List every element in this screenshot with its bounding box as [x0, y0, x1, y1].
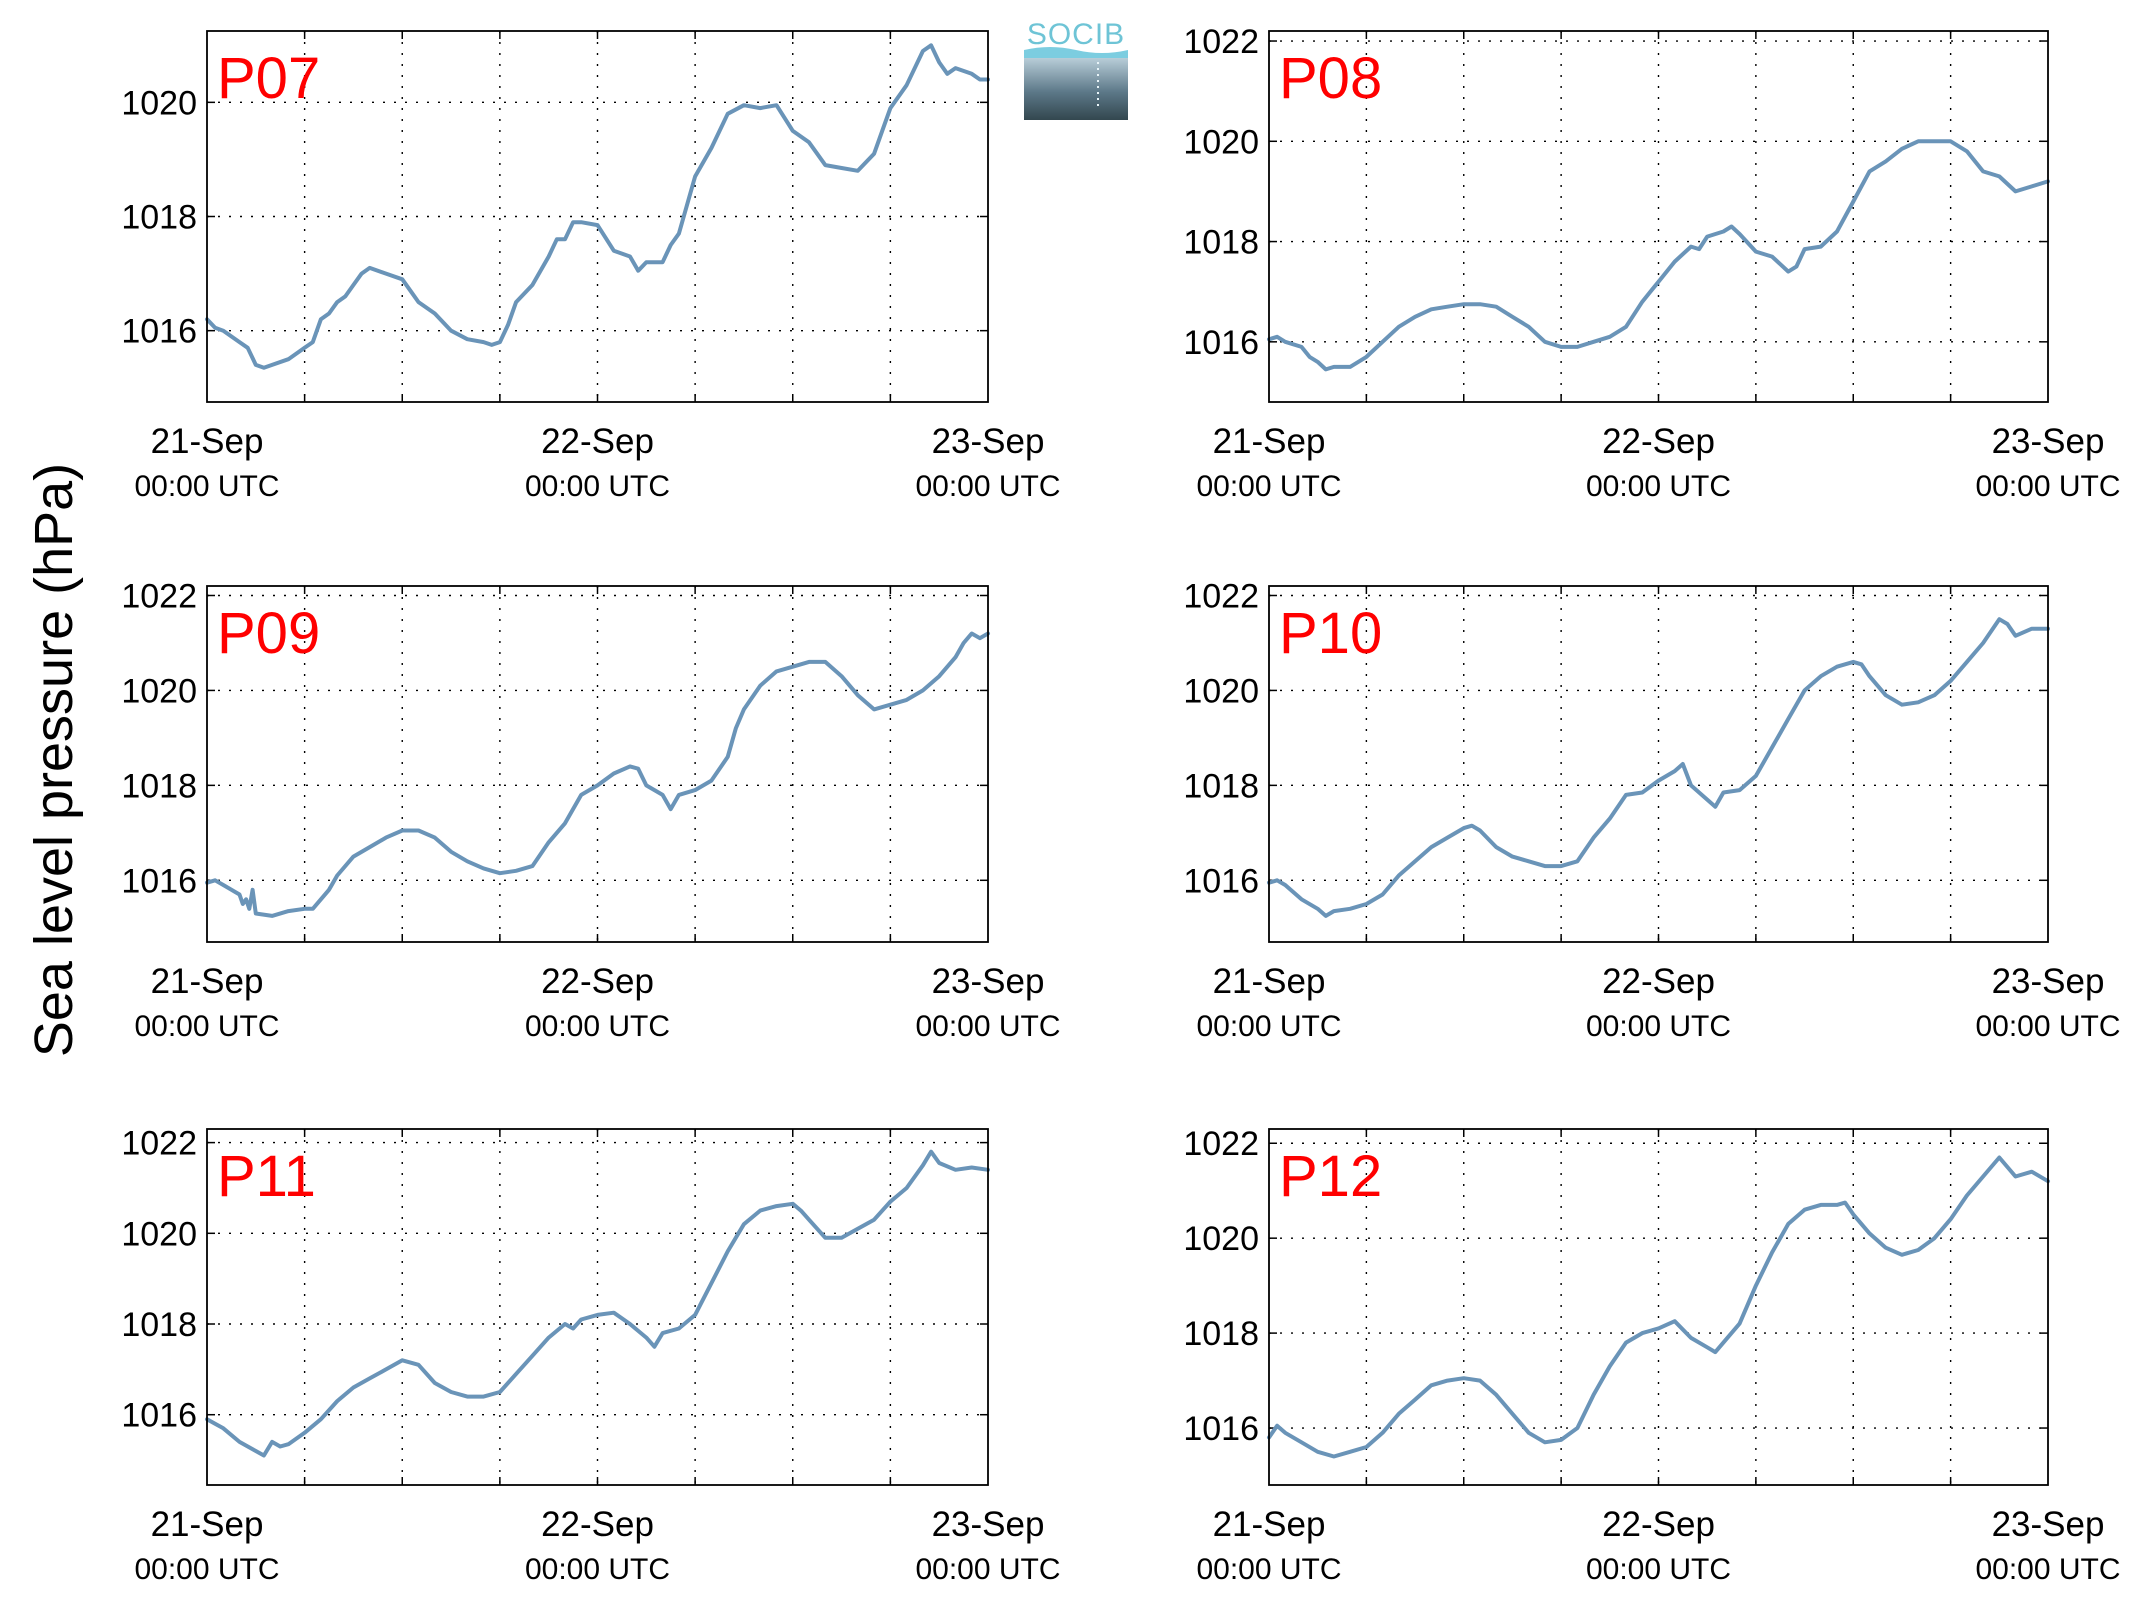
y-tick-label: 1018 — [1183, 1315, 1259, 1353]
x-tick-label-time: 00:00 UTC — [1586, 1010, 1731, 1043]
y-tick-label: 1020 — [1183, 123, 1259, 161]
panel-p12: 1016 1018 1020 1022 21-Sep 00:00 UTC 22-Sep 00:… — [1183, 1125, 2120, 1586]
y-tick-label: 1022 — [121, 1125, 197, 1163]
x-tick-label-time: 00:00 UTC — [1975, 470, 2120, 503]
x-tick-label-time: 00:00 UTC — [1196, 1553, 1341, 1586]
x-tick-label-time: 00:00 UTC — [1975, 1553, 2120, 1586]
y-tick-label: 1020 — [121, 84, 197, 122]
x-tick-label-date: 21-Sep — [1213, 422, 1326, 461]
y-tick-label: 1016 — [121, 1397, 197, 1435]
x-tick-label-date: 21-Sep — [151, 1505, 264, 1544]
socib-logo: SOCIB — [1024, 18, 1128, 120]
axes-frame — [1268, 1128, 2049, 1486]
y-tick-label: 1018 — [1183, 224, 1259, 262]
y-tick-label: 1018 — [121, 1306, 197, 1344]
series-line — [1267, 139, 2050, 372]
x-tick-label-date: 23-Sep — [932, 962, 1045, 1001]
x-tick-label-date: 22-Sep — [1602, 1505, 1715, 1544]
x-tick-label-time: 00:00 UTC — [1975, 1010, 2120, 1043]
x-tick-label-time: 00:00 UTC — [1586, 1553, 1731, 1586]
x-tick-label-time: 00:00 UTC — [525, 470, 670, 503]
x-tick-label-date: 23-Sep — [932, 1505, 1045, 1544]
x-tick-label-time: 00:00 UTC — [1196, 1010, 1341, 1043]
series-line — [1267, 617, 2050, 918]
panel-label: P10 — [1279, 601, 1382, 666]
x-tick-label-time: 00:00 UTC — [915, 470, 1060, 503]
x-tick-label-date: 23-Sep — [1992, 1505, 2105, 1544]
panel-label: P12 — [1279, 1144, 1382, 1209]
axes-frame — [206, 585, 989, 943]
panel-p11: 1016 1018 1020 1022 21-Sep 00:00 UTC 22-Sep 00:… — [121, 1125, 1060, 1586]
axes-frame — [1268, 585, 2049, 943]
x-tick-label-time: 00:00 UTC — [915, 1553, 1060, 1586]
panel-label: P11 — [217, 1144, 316, 1209]
series-line — [205, 631, 990, 918]
panel-p08: 1016 1018 1020 1022 21-Sep 00:00 UTC 22-Sep 00:… — [1183, 23, 2120, 503]
x-tick-label-date: 21-Sep — [151, 422, 264, 461]
y-tick-label: 1016 — [1183, 1410, 1259, 1448]
y-axis-label: Sea level pressure (hPa) — [24, 463, 84, 1057]
x-tick-label-date: 23-Sep — [1992, 962, 2105, 1001]
x-tick-label-time: 00:00 UTC — [134, 1010, 279, 1043]
x-tick-label-date: 22-Sep — [541, 1505, 654, 1544]
x-tick-label-time: 00:00 UTC — [525, 1010, 670, 1043]
y-tick-label: 1016 — [1183, 324, 1259, 362]
x-tick-label-date: 21-Sep — [1213, 1505, 1326, 1544]
panel-label: P09 — [217, 601, 320, 666]
x-tick-label-date: 22-Sep — [541, 422, 654, 461]
socib-logo-block — [1024, 58, 1128, 120]
y-tick-label: 1020 — [121, 672, 197, 710]
y-tick-label: 1016 — [121, 313, 197, 351]
x-tick-label-time: 00:00 UTC — [915, 1010, 1060, 1043]
x-tick-label-time: 00:00 UTC — [134, 1553, 279, 1586]
y-tick-label: 1022 — [1183, 23, 1259, 61]
axes-frame — [1268, 30, 2049, 403]
panel-p10: 1016 1018 1020 1022 21-Sep 00:00 UTC 22-Sep 00:… — [1183, 577, 2120, 1043]
y-tick-label: 1016 — [121, 862, 197, 900]
panel-label: P08 — [1279, 46, 1382, 111]
y-tick-label: 1022 — [1183, 1125, 1259, 1163]
x-tick-label-time: 00:00 UTC — [134, 470, 279, 503]
panel-p07: 1016 1018 1020 21-Sep 00:00 UTC 22-Sep 00:00 U… — [121, 30, 1061, 503]
x-tick-label-time: 00:00 UTC — [525, 1553, 670, 1586]
y-tick-label: 1022 — [121, 577, 197, 615]
axes-frame — [206, 1128, 989, 1486]
x-tick-label-date: 21-Sep — [151, 962, 264, 1001]
x-tick-label-date: 21-Sep — [1213, 962, 1326, 1001]
socib-logo-text: SOCIB — [1027, 18, 1125, 51]
x-tick-label-time: 00:00 UTC — [1196, 470, 1341, 503]
y-tick-label: 1020 — [121, 1215, 197, 1253]
y-tick-label: 1020 — [1183, 672, 1259, 710]
x-tick-label-date: 22-Sep — [1602, 422, 1715, 461]
y-tick-label: 1018 — [121, 767, 197, 805]
y-tick-label: 1018 — [1183, 767, 1259, 805]
series-line — [205, 43, 990, 370]
panel-label: P07 — [217, 46, 320, 111]
panel-p09: 1016 1018 1020 1022 21-Sep 00:00 UTC 22-Sep 00:… — [121, 577, 1060, 1043]
x-tick-label-time: 00:00 UTC — [1586, 470, 1731, 503]
y-tick-label: 1022 — [1183, 577, 1259, 615]
x-tick-label-date: 23-Sep — [1992, 422, 2105, 461]
socib-logo-wave — [1024, 47, 1128, 60]
x-tick-label-date: 22-Sep — [1602, 962, 1715, 1001]
axes-frame — [206, 30, 989, 403]
y-tick-label: 1016 — [1183, 862, 1259, 900]
series-line — [1267, 1155, 2050, 1459]
y-tick-label: 1018 — [121, 199, 197, 237]
x-tick-label-date: 22-Sep — [541, 962, 654, 1001]
series-line — [205, 1149, 990, 1458]
y-tick-label: 1020 — [1183, 1220, 1259, 1258]
x-tick-label-date: 23-Sep — [932, 422, 1045, 461]
